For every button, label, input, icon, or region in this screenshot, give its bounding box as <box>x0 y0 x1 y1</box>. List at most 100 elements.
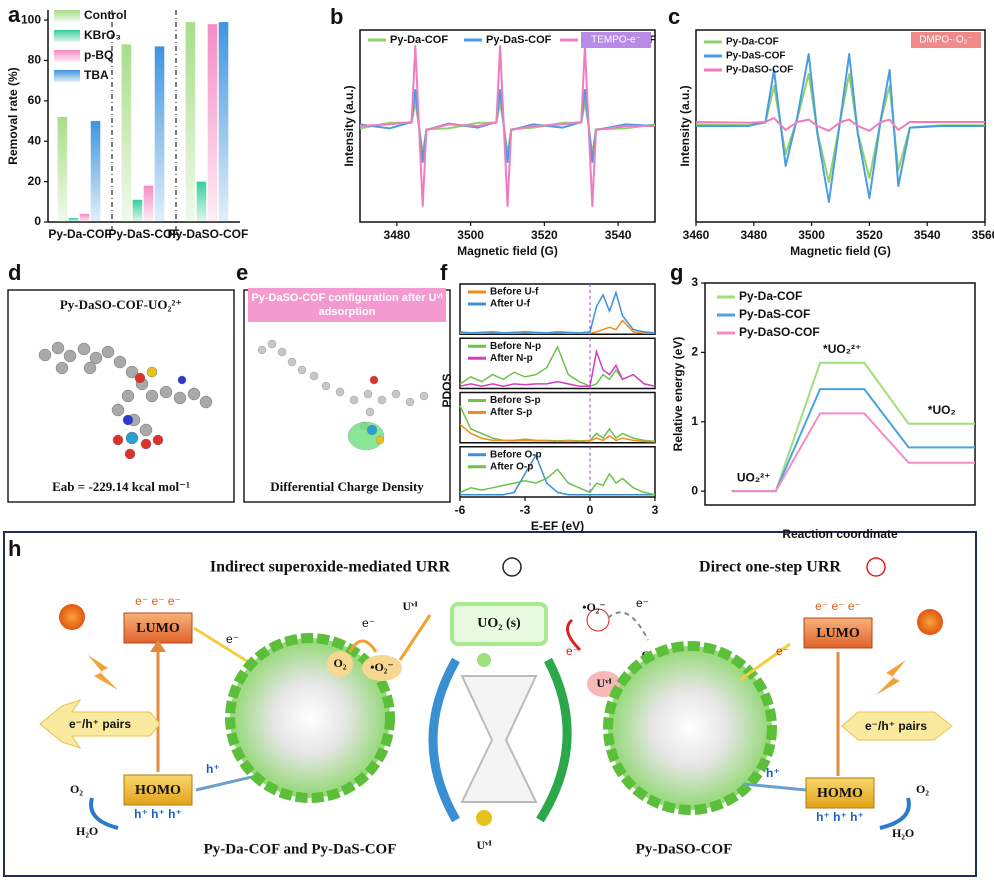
panel-title: Py-DaSO-COF configuration after Uᵛᴵ adso… <box>251 292 443 318</box>
x-tick-label: -6 <box>455 503 466 517</box>
cof-framework <box>225 633 395 803</box>
legend-label: KBrO₃ <box>84 28 121 42</box>
legend-label: After S-p <box>490 407 532 418</box>
y-axis-label: Intensity (a.u.) <box>678 85 692 166</box>
h2o-label: H₂O <box>892 826 914 840</box>
electron-label: e⁻ <box>226 632 239 646</box>
o2-bubble <box>327 651 353 677</box>
legend-label: Py-DaSO-COF <box>739 325 820 339</box>
legend-swatch <box>54 70 80 82</box>
legend-label: Before U-f <box>490 287 539 298</box>
homo-label: HOMO <box>817 786 863 801</box>
oxidation-arrow <box>879 797 911 830</box>
h2o-label: H₂O <box>76 824 98 838</box>
spectrum-line <box>359 45 655 207</box>
spectrum-line <box>695 117 985 132</box>
x-tick-label: -3 <box>520 503 531 517</box>
homo-label: HOMO <box>135 783 181 798</box>
u6-label: Uᵛᴵ <box>402 599 417 613</box>
y-tick-label: 2 <box>691 345 698 359</box>
bar <box>121 44 132 223</box>
x-tick-label: 3500 <box>457 228 484 242</box>
legend-label: Before O-p <box>490 449 542 460</box>
sun <box>59 604 85 630</box>
binding-energy: Eab = -229.14 kcal mol⁻¹ <box>52 479 190 494</box>
state-label: *UO₂ <box>928 403 956 417</box>
x-tick-label: 3540 <box>605 228 632 242</box>
sun <box>917 609 943 635</box>
reduction-arrow <box>348 639 378 653</box>
x-tick-label: 3480 <box>740 228 767 242</box>
bar <box>143 185 154 222</box>
homo-box <box>123 774 193 806</box>
electron-label: e⁻ <box>566 644 579 658</box>
electron-arrow <box>739 642 791 682</box>
panel-letter: h <box>8 536 21 561</box>
electron-label: e⁻ <box>776 644 789 658</box>
pairs-label: e⁻/h⁺ pairs <box>69 717 131 731</box>
x-tick-label: 3 <box>652 503 659 517</box>
product-box <box>450 602 548 646</box>
panel-h: Indirect superoxide-mediated URR Direct … <box>3 531 977 877</box>
lumo-label: LUMO <box>136 621 180 636</box>
x-axis-label: Magnetic field (G) <box>790 244 891 258</box>
pdos-line <box>460 453 655 496</box>
bar <box>57 117 68 222</box>
hole-label: h⁺ <box>206 762 220 776</box>
pdos-line <box>459 348 656 387</box>
pdos-line <box>459 423 656 443</box>
arrow-head <box>150 640 166 652</box>
badge <box>911 32 981 48</box>
legend-label: Py-DaS-COF <box>726 51 785 62</box>
y-tick-label: 0 <box>34 214 41 228</box>
pairs-burst <box>39 699 161 749</box>
legend-label: Control <box>84 8 127 22</box>
sad-face <box>502 557 522 577</box>
panel-caption: Differential Charge Density <box>270 479 424 494</box>
pairs-burst <box>841 711 953 741</box>
x-tick-label: Py-DaSO-COF <box>168 227 249 241</box>
electrons: e⁻ e⁻ e⁻ <box>815 599 861 613</box>
o2-label: O₂ <box>70 782 83 796</box>
bar <box>79 213 90 222</box>
molecule <box>257 339 429 451</box>
badge-label: DMPO-·O₂⁻ <box>919 35 973 46</box>
y-axis-label: Intensity (a.u.) <box>342 85 356 166</box>
x-tick-label: 3520 <box>856 228 883 242</box>
pdos-line <box>460 319 655 335</box>
pdos-line <box>459 290 656 334</box>
superoxide-bubble <box>362 655 402 681</box>
o2-label: O₂ <box>916 782 929 796</box>
legend-label: Py-Da-COF <box>726 37 779 48</box>
panel-letter: d <box>8 260 21 285</box>
holes: h⁺ h⁺ h⁺ <box>816 810 864 824</box>
electron-label: e⁻ <box>636 596 649 610</box>
energy-line <box>731 412 975 493</box>
lumo-label: LUMO <box>816 626 860 641</box>
section-title: Indirect superoxide-mediated URR <box>210 559 451 576</box>
lightning <box>876 660 906 695</box>
radiation-icon <box>476 810 492 826</box>
x-tick-label: 3500 <box>798 228 825 242</box>
legend-label: After U-f <box>490 299 531 310</box>
direct-arrow <box>566 618 582 652</box>
x-tick-label: 3560 <box>972 228 994 242</box>
x-tick-label: 3480 <box>384 228 411 242</box>
panel-title: Py-DaSO-COF-UO₂²⁺ <box>60 297 182 312</box>
y-tick-label: 100 <box>21 12 41 26</box>
pairs-label: e⁻/h⁺ pairs <box>865 719 927 733</box>
x-tick-label: 3460 <box>683 228 710 242</box>
y-axis-label: PDOS <box>440 373 454 407</box>
superoxide-label: •O₂⁻ <box>582 600 605 614</box>
y-tick-label: 0 <box>691 483 698 497</box>
panel-letter: g <box>670 260 683 285</box>
superoxide-label: •O₂⁻ <box>370 660 393 674</box>
molecule <box>38 341 213 460</box>
legend-swatch <box>54 50 80 62</box>
y-axis-label: Relative energy (eV) <box>671 337 685 452</box>
state-label: *UO₂²⁺ <box>823 342 861 356</box>
panel-letter: a <box>8 2 21 27</box>
hole-arrow <box>743 782 807 792</box>
plot-frame <box>459 337 656 390</box>
